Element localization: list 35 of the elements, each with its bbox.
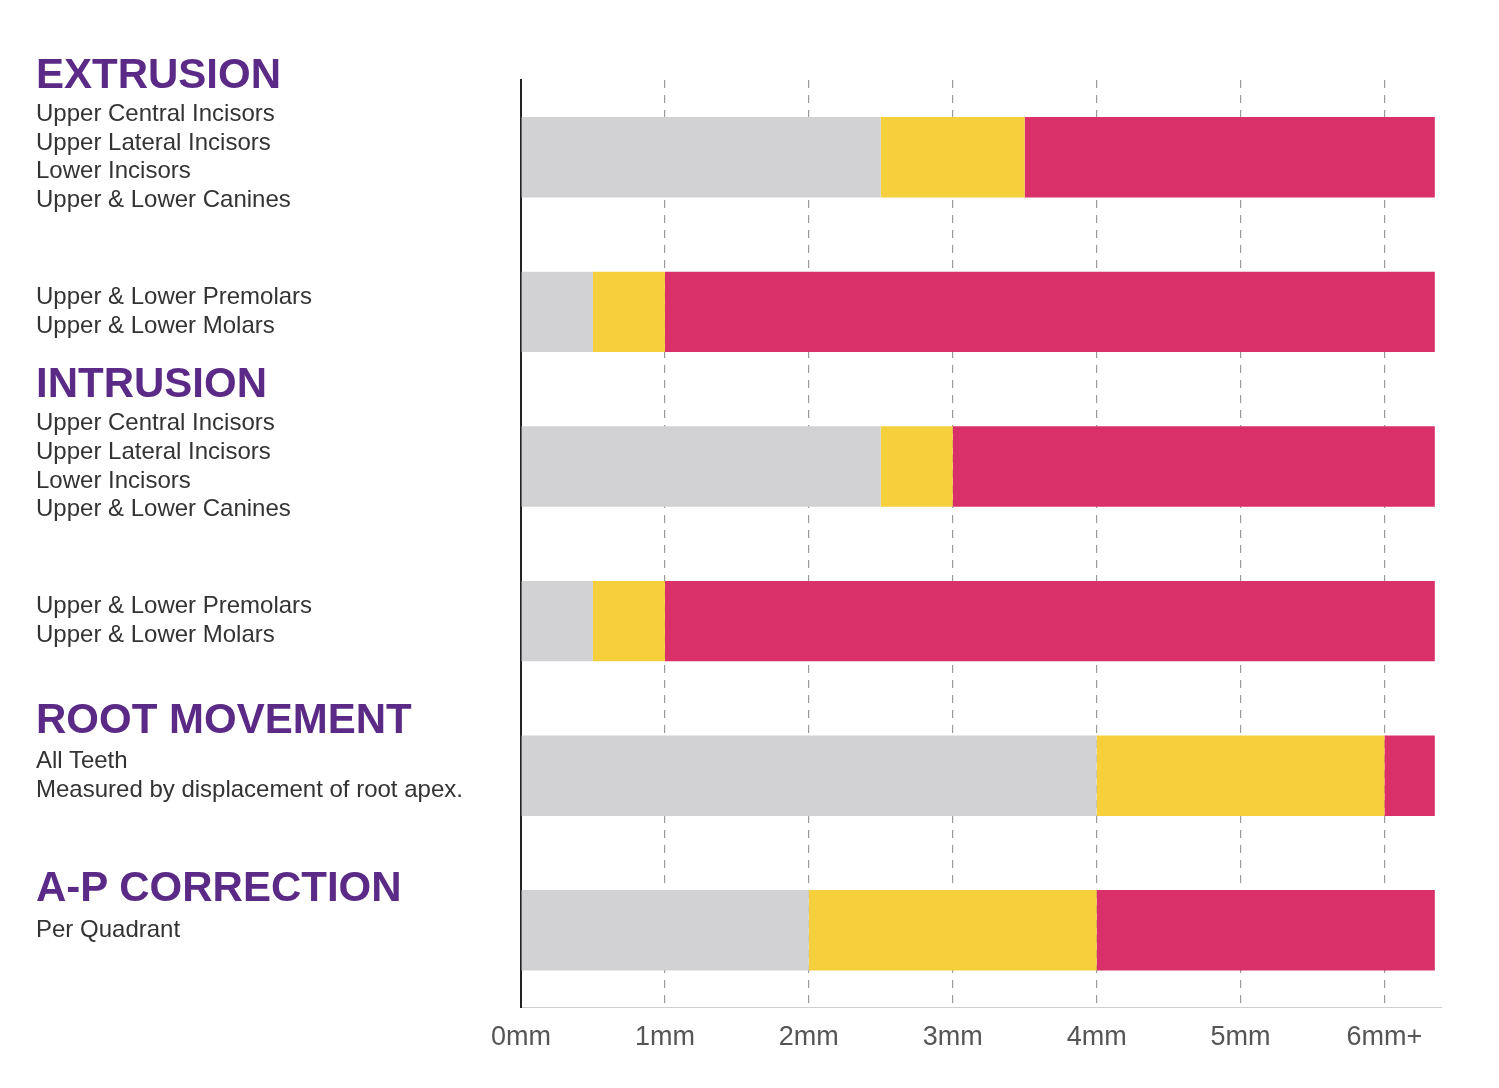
bar — [664, 580, 1435, 662]
bar — [880, 117, 1025, 198]
bar — [952, 426, 1435, 507]
x-tick-label: 3mm — [922, 1021, 983, 1052]
x-tick-label: 5mm — [1210, 1021, 1271, 1052]
y-tick-label: Upper Central Incisors Upper Lateral Incisors Lower Incisors Upper & Lower Canines — [36, 407, 291, 522]
bar — [521, 580, 593, 662]
y-tick-label: Upper & Lower Premolars Upper & Lower Molars — [36, 282, 313, 338]
bar — [1024, 117, 1435, 198]
x-tick-label: 1mm — [634, 1021, 695, 1052]
y-tick-label: Per Quadrant — [36, 914, 181, 942]
y-tick-label: Upper Central Incisors Upper Lateral Incisors Lower Incisors Upper & Lower Canines — [36, 98, 291, 213]
bar — [664, 271, 1435, 353]
x-tick-label: 4mm — [1066, 1021, 1127, 1052]
x-tick-label: 2mm — [778, 1021, 839, 1052]
bar — [880, 426, 953, 507]
text: EXTRUSION — [36, 49, 282, 97]
bar — [592, 580, 665, 662]
bar — [521, 271, 593, 353]
y-tick-label: All Teeth Measured by displacement of root apex. — [36, 745, 463, 802]
text: ROOT MOVEMENT — [36, 695, 413, 743]
bar — [521, 426, 881, 507]
bar — [1096, 890, 1435, 971]
y-tick-label: Upper & Lower Premolars Upper & Lower Molars — [36, 591, 313, 648]
bar — [1096, 735, 1385, 816]
bar — [521, 117, 881, 198]
x-tick-label: 0mm — [491, 1021, 551, 1052]
text: INTRUSION — [36, 359, 267, 407]
bar — [808, 890, 1097, 971]
bar — [592, 271, 665, 353]
bar — [521, 735, 1097, 816]
bar — [1384, 735, 1435, 816]
bar — [521, 890, 809, 971]
x-tick-label: 6mm+ — [1346, 1021, 1423, 1052]
text: A-P CORRECTION — [36, 863, 402, 911]
